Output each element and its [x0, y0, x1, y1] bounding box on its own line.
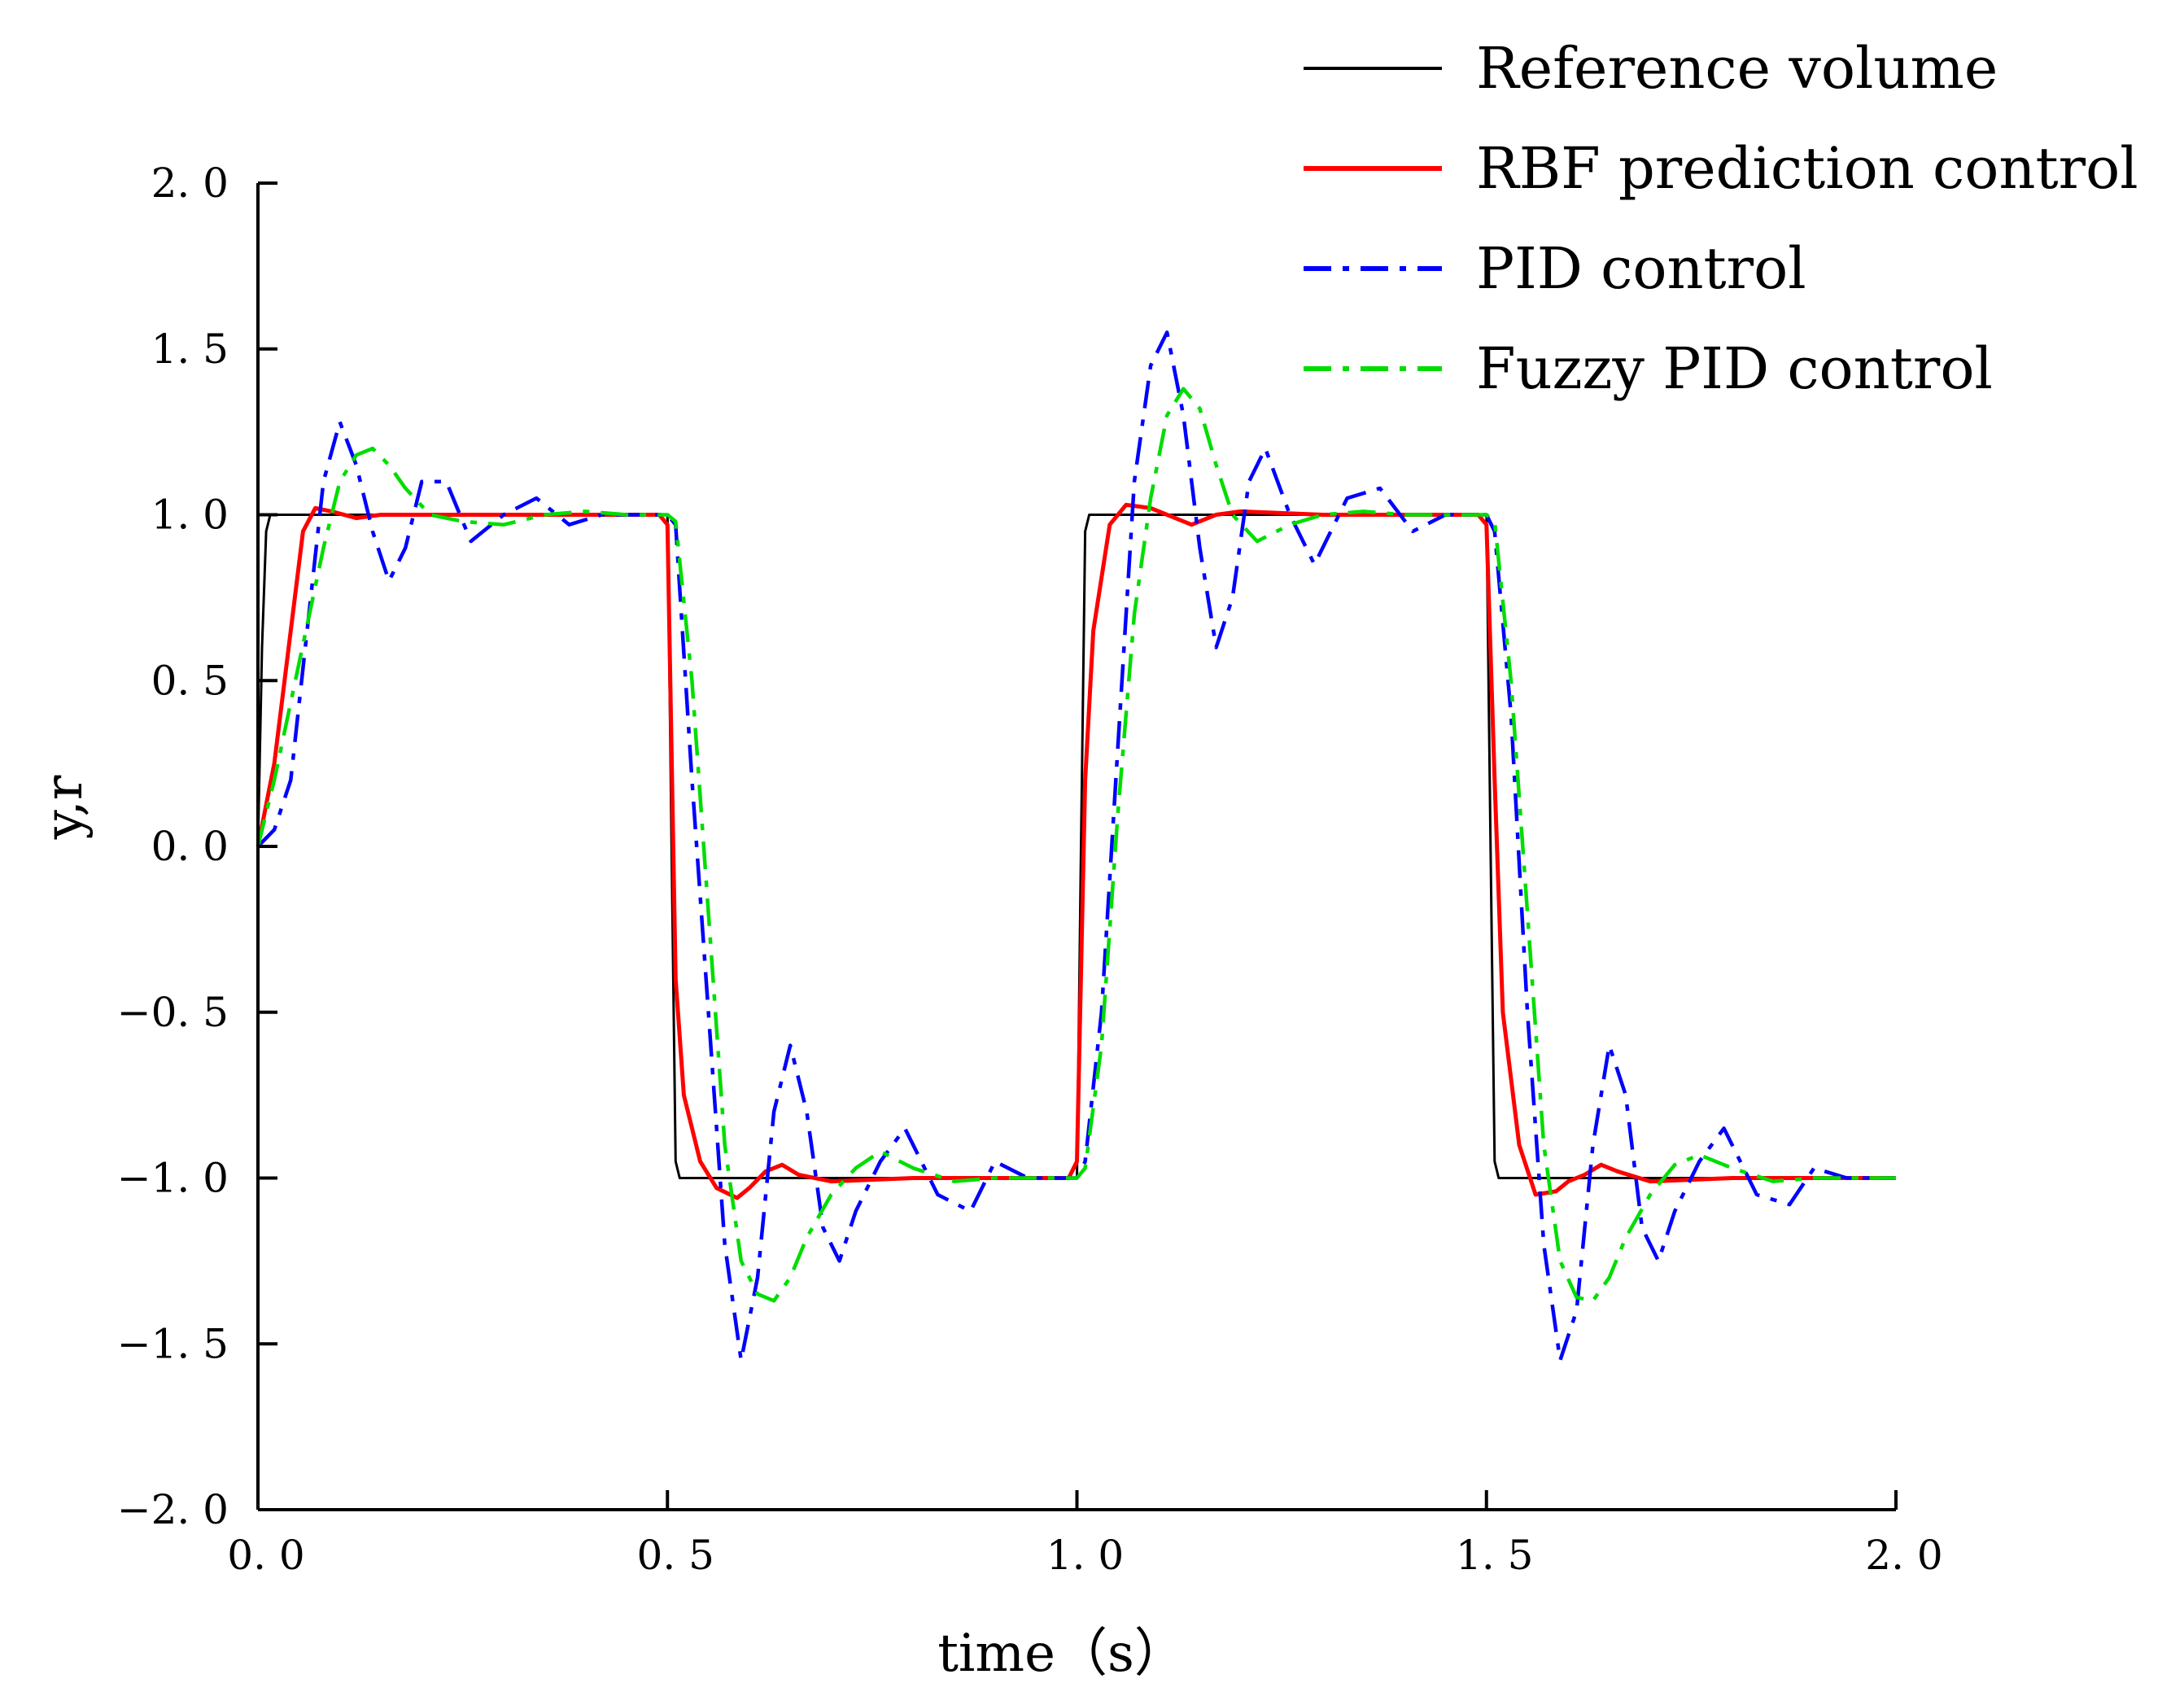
legend-label: Reference volume: [1476, 35, 1998, 102]
legend-label: PID control: [1476, 235, 1806, 302]
legend-label: Fuzzy PID control: [1476, 335, 1993, 402]
x-tick-label: 1. 5: [1456, 1532, 1533, 1579]
y-tick-label: −1. 5: [117, 1320, 229, 1367]
y-tick-label: 1. 5: [151, 326, 229, 373]
series-line-fuzzy-pid-control: [256, 387, 1896, 1303]
series-line-rbf-prediction-control: [256, 502, 1896, 1200]
y-tick-label: 0. 5: [151, 657, 229, 704]
y-tick-label: −1. 0: [117, 1155, 229, 1202]
x-ticks: 0. 0 0. 5 1. 0 1. 5 2. 0: [227, 1490, 1943, 1579]
x-tick-label: 0. 5: [637, 1532, 714, 1579]
x-tick-label: 2. 0: [1865, 1532, 1942, 1579]
y-tick-label: 2. 0: [151, 160, 229, 207]
y-tick-label: 1. 0: [151, 492, 229, 539]
y-tick-label: 0. 0: [151, 823, 229, 870]
series-layer: [256, 330, 1896, 1362]
y-tick-label: −0. 5: [117, 989, 229, 1036]
y-ticks: 2. 0 1. 5 1. 0 0. 5 0. 0 −0. 5 −1. 0 −1. 5 −2. 0: [117, 160, 277, 1533]
y-tick-label: −2. 0: [117, 1486, 229, 1533]
x-tick-label: 0. 0: [227, 1532, 304, 1579]
series-line-pid-control: [256, 330, 1896, 1362]
x-tick-label: 1. 0: [1046, 1532, 1124, 1579]
legend: Reference volume RBF prediction control PI…: [1304, 35, 2138, 402]
x-axis-title: time（s）: [937, 1624, 1186, 1684]
legend-label: RBF prediction control: [1476, 135, 2138, 202]
y-axis-title: y,r: [34, 775, 94, 840]
